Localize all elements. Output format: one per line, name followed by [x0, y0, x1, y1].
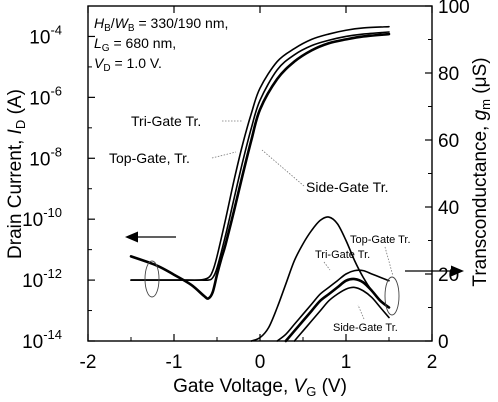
leader-gm-side	[357, 304, 365, 320]
y-right-tick-label: 80	[438, 64, 459, 85]
y-left-tick-label: 10-4	[29, 22, 62, 48]
device-parameters: HB/WB = 330/190 nm, LG = 680 nm, VD = 1.…	[94, 15, 228, 74]
y-left-tick-label: 10-12	[22, 266, 62, 292]
param-lg: LG = 680 nm,	[94, 35, 176, 54]
x-tick-label: 2	[427, 352, 438, 373]
y-left-axis-label: Drain Current, ID (A)	[5, 89, 28, 259]
leader-gm-tri	[323, 261, 331, 271]
gm-curve-side-gate-tr	[284, 277, 391, 343]
label-id-top-gate: Top-Gate, Tr.	[109, 150, 190, 166]
y-left-axis-ticks: 10-4 10-6 10-8 10-10 10-12 10-14	[22, 22, 95, 353]
leader-id-side	[261, 149, 305, 187]
y-left-tick-label: 10-6	[29, 83, 62, 109]
transconductance-curves	[250, 216, 391, 343]
param-hb-wb: HB/WB = 330/190 nm,	[94, 15, 228, 34]
y-right-tick-label: 60	[438, 131, 459, 152]
param-vd: VD = 1.0 V.	[94, 55, 162, 74]
left-axis-indicator	[125, 231, 176, 298]
gm-curve-side-gate-tr-lower	[293, 286, 390, 342]
left-arrowhead	[125, 231, 138, 243]
gm-annotations: Tri-Gate Tr. Top-Gate Tr. Side-Gate Tr.	[315, 234, 411, 334]
leader-gm-top	[384, 246, 394, 277]
y-left-tick-label: 10-14	[22, 327, 62, 353]
left-series-group-circle	[144, 260, 160, 298]
y-left-tick-label: 10-8	[29, 144, 62, 170]
gm-curve-top-gate-tr	[276, 269, 390, 342]
y-right-tick-label: 0	[438, 332, 449, 353]
label-id-tri-gate: Tri-Gate Tr.	[131, 113, 201, 129]
x-tick-label: -2	[80, 352, 97, 373]
y-right-tick-label: 40	[438, 198, 459, 219]
y-right-tick-label: 100	[438, 0, 470, 18]
label-id-side-gate: Side-Gate Tr.	[306, 179, 388, 195]
label-gm-side-gate: Side-Gate Tr.	[333, 322, 398, 334]
x-axis-ticks: -2 -1 0 1 2	[80, 6, 438, 373]
label-gm-top-gate: Top-Gate Tr.	[350, 234, 411, 246]
label-gm-tri-gate: Tri-Gate Tr.	[315, 249, 370, 261]
right-arrowhead	[451, 265, 464, 277]
y-left-tick-label: 10-10	[22, 205, 62, 231]
id-annotations: Tri-Gate Tr. Top-Gate, Tr. Side-Gate Tr.	[109, 113, 388, 195]
x-tick-label: 1	[341, 352, 352, 373]
drain-current-curves	[129, 25, 391, 300]
id-curve-side-gate-tr	[129, 32, 391, 300]
x-tick-label: 0	[255, 352, 266, 373]
right-axis-indicator	[384, 265, 464, 316]
x-tick-label: -1	[166, 352, 183, 373]
id-curve-top-gate-tr	[130, 31, 390, 282]
leader-id-top	[211, 151, 237, 159]
right-series-group-circle	[384, 276, 400, 316]
x-axis-label: Gate Voltage, VG (V)	[173, 376, 347, 399]
gm-curve-tri-gate-tr	[250, 216, 390, 342]
y-right-axis-label: Transconductance, gm (μS)	[470, 57, 493, 286]
